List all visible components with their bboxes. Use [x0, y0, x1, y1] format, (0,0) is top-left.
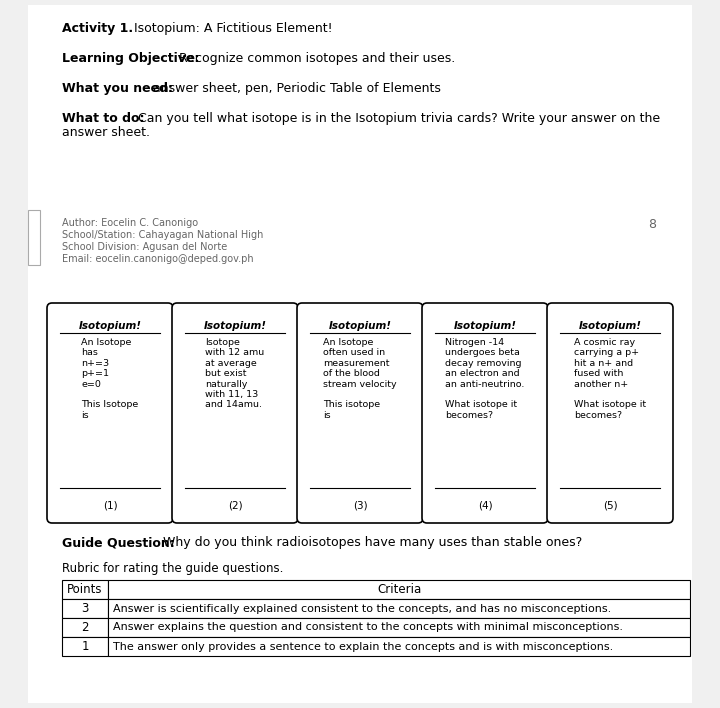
Text: Why do you think radioisotopes have many uses than stable ones?: Why do you think radioisotopes have many…	[159, 536, 582, 549]
FancyBboxPatch shape	[47, 303, 173, 523]
FancyBboxPatch shape	[108, 637, 690, 656]
FancyBboxPatch shape	[62, 580, 108, 599]
Text: Guide Question:: Guide Question:	[62, 536, 175, 549]
Text: (2): (2)	[228, 500, 243, 510]
Text: Nitrogen -14
undergoes beta
decay removing
an electron and
an anti-neutrino.

Wh: Nitrogen -14 undergoes beta decay removi…	[445, 338, 525, 420]
Text: What you need:: What you need:	[62, 82, 173, 95]
FancyBboxPatch shape	[297, 303, 423, 523]
Text: Recognize common isotopes and their uses.: Recognize common isotopes and their uses…	[175, 52, 455, 65]
FancyBboxPatch shape	[28, 210, 40, 265]
FancyBboxPatch shape	[62, 618, 108, 637]
Text: Can you tell what isotope is in the Isotopium trivia cards? Write your answer on: Can you tell what isotope is in the Isot…	[134, 112, 660, 125]
Text: Email: eocelin.canonigo@deped.gov.ph: Email: eocelin.canonigo@deped.gov.ph	[62, 254, 253, 264]
Text: 2: 2	[81, 621, 89, 634]
Text: answer sheet, pen, Periodic Table of Elements: answer sheet, pen, Periodic Table of Ele…	[149, 82, 441, 95]
Text: Isotopium!: Isotopium!	[454, 321, 516, 331]
FancyBboxPatch shape	[62, 637, 108, 656]
Text: Isotopium!: Isotopium!	[78, 321, 142, 331]
Text: School/Station: Cahayagan National High: School/Station: Cahayagan National High	[62, 230, 264, 240]
FancyBboxPatch shape	[108, 580, 690, 599]
Text: An Isotope
has
n+=3
p+=1
e=0

This Isotope
is: An Isotope has n+=3 p+=1 e=0 This Isotop…	[81, 338, 139, 420]
Text: The answer only provides a sentence to explain the concepts and is with misconce: The answer only provides a sentence to e…	[113, 641, 613, 651]
Text: (5): (5)	[603, 500, 617, 510]
Text: answer sheet.: answer sheet.	[62, 126, 150, 139]
Text: Answer explains the question and consistent to the concepts with minimal misconc: Answer explains the question and consist…	[113, 622, 623, 632]
Text: (4): (4)	[477, 500, 492, 510]
Text: 1: 1	[81, 640, 89, 653]
FancyBboxPatch shape	[28, 5, 692, 703]
Text: (1): (1)	[103, 500, 117, 510]
Text: An Isotope
often used in
measurement
of the blood
stream velocity

This isotope
: An Isotope often used in measurement of …	[323, 338, 397, 420]
Text: Isotope
with 12 amu
at average
but exist
naturally
with 11, 13
and 14amu.: Isotope with 12 amu at average but exist…	[205, 338, 265, 409]
Text: Author: Eocelin C. Canonigo: Author: Eocelin C. Canonigo	[62, 218, 198, 228]
Text: Isotopium!: Isotopium!	[578, 321, 642, 331]
FancyBboxPatch shape	[547, 303, 673, 523]
Text: Activity 1.: Activity 1.	[62, 22, 133, 35]
FancyBboxPatch shape	[422, 303, 548, 523]
Text: (3): (3)	[353, 500, 367, 510]
Text: Rubric for rating the guide questions.: Rubric for rating the guide questions.	[62, 562, 284, 575]
Text: Criteria: Criteria	[377, 583, 421, 596]
Text: Answer is scientifically explained consistent to the concepts, and has no miscon: Answer is scientifically explained consi…	[113, 603, 611, 614]
FancyBboxPatch shape	[172, 303, 298, 523]
Text: Isotopium!: Isotopium!	[328, 321, 392, 331]
Text: 3: 3	[81, 602, 89, 615]
Text: What to do:: What to do:	[62, 112, 145, 125]
FancyBboxPatch shape	[62, 599, 108, 618]
Text: 8: 8	[648, 218, 656, 231]
Text: School Division: Agusan del Norte: School Division: Agusan del Norte	[62, 242, 228, 252]
Text: Isotopium!: Isotopium!	[204, 321, 266, 331]
Text: Isotopium: A Fictitious Element!: Isotopium: A Fictitious Element!	[130, 22, 333, 35]
Text: A cosmic ray
carrying a p+
hit a n+ and
fused with
another n+

What isotope it
b: A cosmic ray carrying a p+ hit a n+ and …	[574, 338, 646, 420]
Text: Learning Objective:: Learning Objective:	[62, 52, 199, 65]
FancyBboxPatch shape	[108, 618, 690, 637]
FancyBboxPatch shape	[108, 599, 690, 618]
Text: Points: Points	[67, 583, 103, 596]
